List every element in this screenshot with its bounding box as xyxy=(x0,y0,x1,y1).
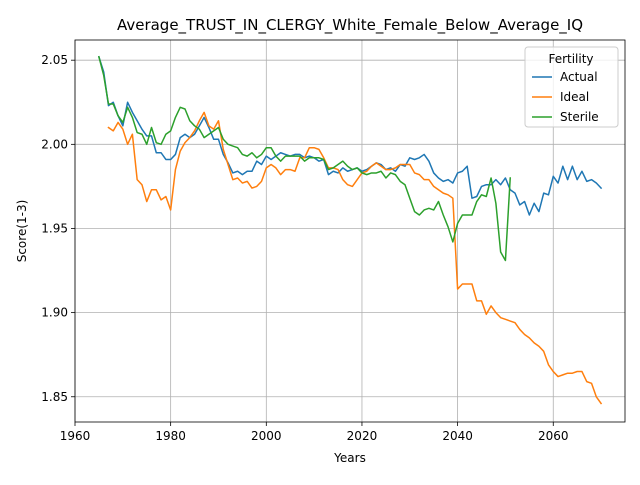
legend-label-sterile: Sterile xyxy=(560,110,599,124)
x-tick-label: 2000 xyxy=(251,429,282,443)
legend: Fertility Actual Ideal Sterile xyxy=(525,47,618,127)
x-axis-ticks: 1960 1980 2000 2020 2040 2060 xyxy=(60,422,569,443)
y-tick-label: 1.90 xyxy=(41,306,68,320)
x-tick-label: 2040 xyxy=(442,429,473,443)
series-line-ideal xyxy=(108,112,601,403)
x-tick-label: 2020 xyxy=(347,429,378,443)
series-line-sterile xyxy=(99,57,510,261)
y-tick-label: 2.00 xyxy=(41,137,68,151)
x-tick-label: 2060 xyxy=(538,429,569,443)
legend-label-ideal: Ideal xyxy=(560,90,589,104)
y-axis-ticks: 1.85 1.90 1.95 2.00 2.05 xyxy=(41,53,75,404)
y-tick-label: 2.05 xyxy=(41,53,68,67)
x-axis-label: Years xyxy=(333,451,366,465)
x-tick-label: 1980 xyxy=(155,429,186,443)
y-tick-label: 1.95 xyxy=(41,221,68,235)
chart-title: Average_TRUST_IN_CLERGY_White_Female_Bel… xyxy=(117,16,583,35)
x-tick-label: 1960 xyxy=(60,429,91,443)
y-tick-label: 1.85 xyxy=(41,390,68,404)
legend-label-actual: Actual xyxy=(560,70,598,84)
legend-title: Fertility xyxy=(548,52,593,66)
y-axis-label: Score(1-3) xyxy=(15,200,29,263)
